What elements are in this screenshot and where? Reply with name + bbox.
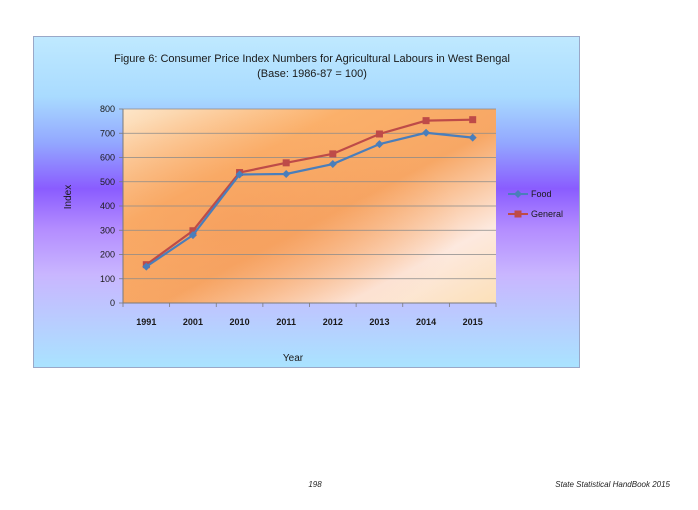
data-point-general xyxy=(282,159,290,167)
data-point-general xyxy=(329,150,337,158)
data-point-general xyxy=(375,130,383,138)
data-point-food xyxy=(282,169,291,178)
line-chart: Figure 6: Consumer Price Index Numbers f… xyxy=(63,53,563,364)
series-line-general xyxy=(145,118,473,266)
y-tick-label: 800 xyxy=(100,104,115,114)
axes xyxy=(122,109,497,307)
legend: Food General xyxy=(508,189,563,219)
y-tick-label: 500 xyxy=(100,177,115,187)
data-point-general xyxy=(189,227,197,235)
data-point-food xyxy=(468,133,477,142)
series-lines xyxy=(142,116,477,271)
x-tick-label: 2011 xyxy=(276,317,296,327)
y-tick-label: 100 xyxy=(100,274,115,284)
data-point-food xyxy=(235,170,244,179)
legend-label: Food xyxy=(531,189,552,199)
series-general xyxy=(142,116,477,269)
data-point-food xyxy=(328,160,337,169)
y-tick-label: 200 xyxy=(100,250,115,260)
series-line-food xyxy=(145,131,473,268)
y-tick-labels: 0 100 200 300 400 500 600 700 800 xyxy=(100,104,115,308)
x-tick-labels: 1991 2001 2010 2011 2012 2013 2014 2015 xyxy=(136,317,482,327)
legend-marker xyxy=(514,190,522,198)
x-tick-label: 2015 xyxy=(463,317,483,327)
series-food xyxy=(142,128,477,271)
data-point-food xyxy=(142,262,151,271)
chart-frame: Figure 6: Consumer Price Index Numbers f… xyxy=(33,36,580,368)
chart-subtitle: (Base: 1986-87 = 100) xyxy=(257,68,367,80)
legend-label: General xyxy=(531,209,563,219)
chart-title: Figure 6: Consumer Price Index Numbers f… xyxy=(114,53,510,65)
legend-item-general: General xyxy=(508,209,563,219)
legend-marker xyxy=(514,210,522,218)
data-point-food xyxy=(375,140,384,149)
x-tick-label: 2014 xyxy=(416,317,436,327)
y-tick-label: 300 xyxy=(100,225,115,235)
x-tick-label: 1991 xyxy=(136,317,156,327)
y-axis-title: Index xyxy=(63,185,74,209)
x-axis-title: Year xyxy=(283,353,304,364)
page-number: 198 xyxy=(308,480,322,489)
data-point-food xyxy=(422,128,431,137)
x-tick-label: 2013 xyxy=(369,317,389,327)
y-tick-label: 0 xyxy=(110,298,115,308)
data-point-general xyxy=(469,116,477,124)
y-tick-label: 600 xyxy=(100,153,115,163)
y-tick-label: 700 xyxy=(100,128,115,138)
data-point-food xyxy=(188,231,197,240)
data-point-general xyxy=(422,117,430,125)
x-tick-label: 2010 xyxy=(230,317,250,327)
book-title: State Statistical HandBook 2015 xyxy=(555,480,670,489)
x-tick-label: 2001 xyxy=(183,317,203,327)
y-tick-label: 400 xyxy=(100,201,115,211)
legend-item-food: Food xyxy=(508,189,552,199)
x-tick-label: 2012 xyxy=(323,317,343,327)
